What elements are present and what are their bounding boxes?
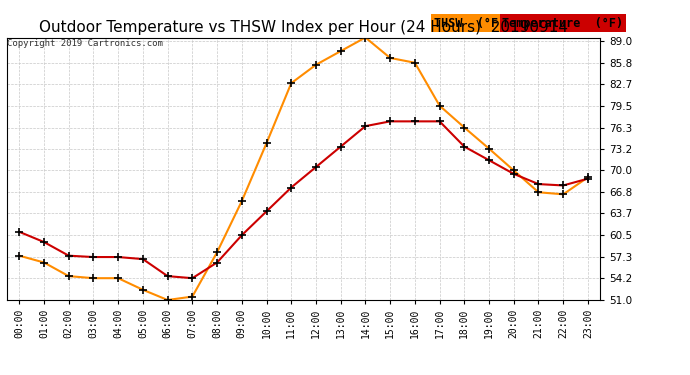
Text: Temperature  (°F): Temperature (°F) bbox=[502, 16, 624, 30]
Title: Outdoor Temperature vs THSW Index per Hour (24 Hours)  20190914: Outdoor Temperature vs THSW Index per Ho… bbox=[39, 20, 568, 35]
Text: Copyright 2019 Cartronics.com: Copyright 2019 Cartronics.com bbox=[7, 39, 163, 48]
Text: THSW  (°F): THSW (°F) bbox=[434, 16, 505, 30]
